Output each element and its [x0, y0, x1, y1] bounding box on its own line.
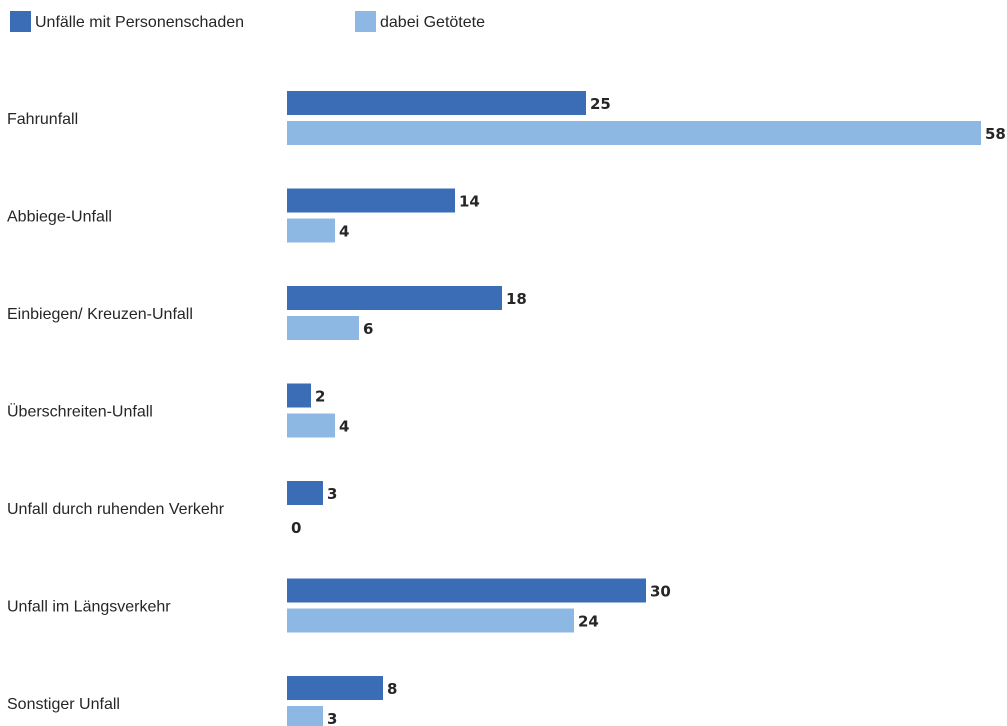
bar-unfalle-mit-personenschaden-unfall-durch-ruhenden-verkehr: [287, 481, 323, 505]
bar-group-uberschreiten-unfall: Überschreiten-Unfall 24: [7, 383, 349, 438]
bar-unfalle-mit-personenschaden-uberschreiten-unfall: [287, 383, 311, 408]
legend-label-dabei-getotete: dabei Getötete: [380, 14, 485, 31]
bar-unfalle-mit-personenschaden-abbiege-unfall: [287, 188, 455, 213]
bar-unfalle-mit-personenschaden-sonstiger-unfall: [287, 676, 383, 700]
bar-dabei-getotete-sonstiger-unfall: [287, 706, 323, 726]
plot-area: Fahrunfall 25 58 Abbiege-Unfall 14 4 Einbiegen…: [7, 91, 1006, 726]
data-label-unfalle-mit-personenschaden-abbiege-unfall: 14: [459, 193, 480, 211]
bar-dabei-getotete-fahrunfall: [287, 121, 981, 145]
data-label-unfalle-mit-personenschaden-sonstiger-unfall: 8: [387, 680, 397, 698]
bar-unfalle-mit-personenschaden-fahrunfall: [287, 91, 586, 115]
data-label-dabei-getotete-abbiege-unfall: 4: [339, 223, 349, 241]
bar-group-unfall-im-langsverkehr: Unfall im Längsverkehr 30 24: [7, 578, 671, 633]
bar-group-sonstiger-unfall: Sonstiger Unfall 8 3: [7, 676, 397, 726]
data-label-dabei-getotete-einbiegen-kreuzen-unfall: 6: [363, 320, 373, 338]
data-label-dabei-getotete-sonstiger-unfall: 3: [327, 710, 337, 726]
category-label: Einbiegen/ Kreuzen-Unfall: [7, 306, 193, 323]
bar-group-abbiege-unfall: Abbiege-Unfall 14 4: [7, 188, 480, 243]
data-label-unfalle-mit-personenschaden-einbiegen-kreuzen-unfall: 18: [506, 290, 527, 308]
bar-unfalle-mit-personenschaden-unfall-im-langsverkehr: [287, 578, 646, 603]
bar-unfalle-mit-personenschaden-einbiegen-kreuzen-unfall: [287, 286, 502, 310]
bar-dabei-getotete-abbiege-unfall: [287, 218, 335, 243]
category-label: Abbiege-Unfall: [7, 209, 112, 226]
legend-swatch-unfalle-mit-personenschaden: [10, 11, 31, 32]
bar-group-fahrunfall: Fahrunfall 25 58: [7, 91, 1006, 145]
category-label: Überschreiten-Unfall: [7, 403, 153, 421]
category-label: Unfall im Längsverkehr: [7, 599, 171, 616]
bar-group-unfall-durch-ruhenden-verkehr: Unfall durch ruhenden Verkehr 3 0: [7, 481, 337, 537]
data-label-unfalle-mit-personenschaden-unfall-durch-ruhenden-verkehr: 3: [327, 485, 337, 503]
data-label-unfalle-mit-personenschaden-fahrunfall: 25: [590, 95, 611, 113]
legend-label-unfalle-mit-personenschaden: Unfälle mit Personenschaden: [35, 14, 244, 31]
legend-swatch-dabei-getotete: [355, 11, 376, 32]
data-label-dabei-getotete-unfall-im-langsverkehr: 24: [578, 613, 599, 631]
chart-legend: Unfälle mit Personenschaden dabei Getötet…: [10, 11, 485, 32]
bar-dabei-getotete-einbiegen-kreuzen-unfall: [287, 316, 359, 340]
bar-group-einbiegen-kreuzen-unfall: Einbiegen/ Kreuzen-Unfall 18 6: [7, 286, 527, 340]
data-label-dabei-getotete-unfall-durch-ruhenden-verkehr: 0: [291, 519, 301, 537]
data-label-unfalle-mit-personenschaden-unfall-im-langsverkehr: 30: [650, 583, 671, 601]
category-label: Sonstiger Unfall: [7, 696, 120, 713]
bar-dabei-getotete-uberschreiten-unfall: [287, 413, 335, 438]
data-label-unfalle-mit-personenschaden-uberschreiten-unfall: 2: [315, 388, 325, 406]
data-label-dabei-getotete-uberschreiten-unfall: 4: [339, 418, 349, 436]
category-label: Unfall durch ruhenden Verkehr: [7, 501, 225, 518]
category-label: Fahrunfall: [7, 111, 78, 128]
bar-dabei-getotete-unfall-im-langsverkehr: [287, 608, 574, 633]
data-label-dabei-getotete-fahrunfall: 58: [985, 125, 1006, 143]
